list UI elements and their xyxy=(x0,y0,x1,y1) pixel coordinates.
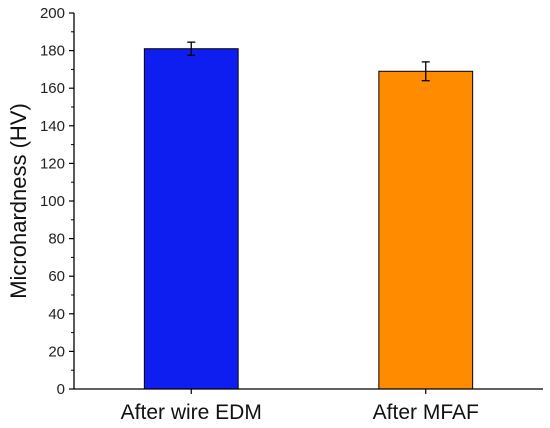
x-category-label: After wire EDM xyxy=(121,401,262,424)
bar-2 xyxy=(378,70,474,390)
x-category-label: After MFAF xyxy=(373,401,479,424)
y-tick-label: 60 xyxy=(48,268,65,285)
bar-1 xyxy=(143,48,239,390)
y-axis-title: Microhardness (HV) xyxy=(6,103,31,299)
x-tick-labels: After wire EDM After MFAF xyxy=(121,401,479,424)
bars-group xyxy=(143,48,474,390)
y-tick-label: 120 xyxy=(40,155,65,172)
y-tick-label: 20 xyxy=(48,343,65,360)
y-tick-label: 200 xyxy=(40,5,65,22)
y-tick-label: 0 xyxy=(57,381,65,398)
axes-group xyxy=(69,12,543,394)
y-tick-labels: 0 20 40 60 80 100 120 140 160 180 200 xyxy=(40,5,65,398)
y-tick-label: 40 xyxy=(48,306,65,323)
error-bars-group xyxy=(187,41,430,82)
y-tick-label: 160 xyxy=(40,80,65,97)
y-tick-label: 100 xyxy=(40,193,65,210)
y-tick-label: 140 xyxy=(40,118,65,135)
y-tick-label: 80 xyxy=(48,231,65,248)
y-tick-label: 180 xyxy=(40,43,65,60)
